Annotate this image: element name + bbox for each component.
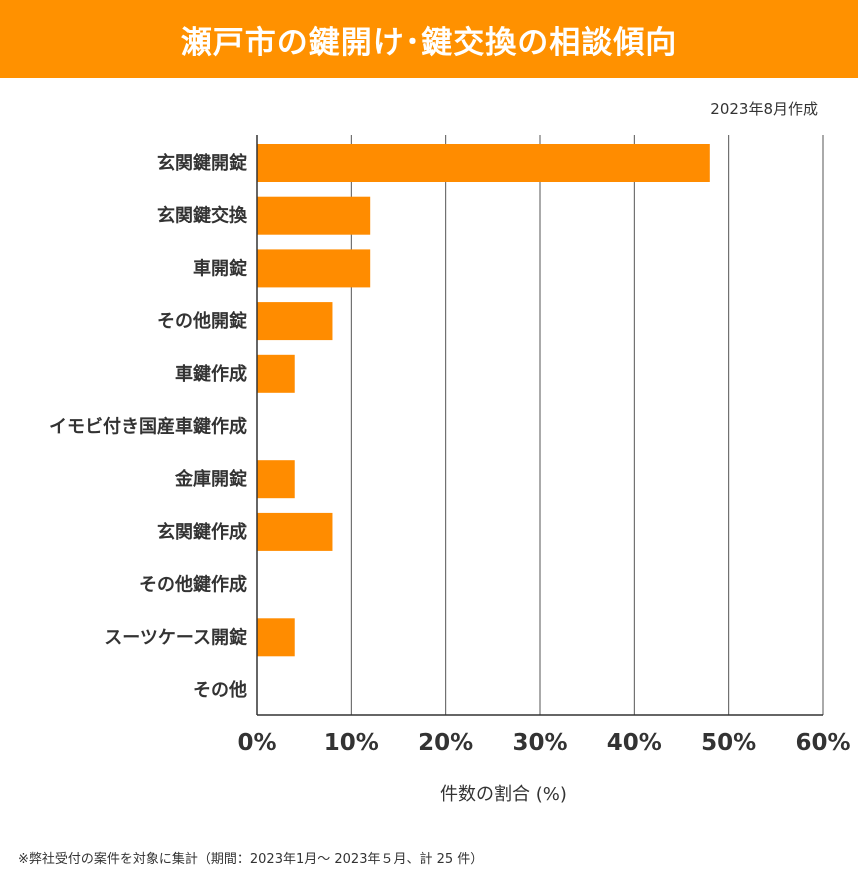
x-tick-label: 0% — [237, 730, 276, 756]
category-label: 玄関鍵開錠 — [157, 152, 247, 174]
bar — [257, 354, 295, 393]
x-tick-label: 30% — [512, 730, 567, 756]
chart-title: 瀬戸市の鍵開け･鍵交換の相談傾向 — [180, 24, 678, 61]
title-banner: 瀬戸市の鍵開け･鍵交換の相談傾向 — [0, 0, 858, 78]
x-axis-label: 件数の割合 (%) — [440, 784, 567, 805]
bar — [257, 512, 333, 551]
category-label: イモビ付き国産車鍵作成 — [49, 416, 247, 438]
bar — [257, 196, 371, 235]
category-label: スーツケース開錠 — [104, 626, 247, 648]
category-label: その他開錠 — [157, 310, 247, 332]
x-tick-label: 40% — [607, 730, 662, 756]
footnote: ※弊社受付の案件を対象に集計（期間：2023年1月～ 2023年５月、計 25 … — [18, 852, 484, 867]
bar — [257, 302, 333, 341]
category-label: 車開錠 — [193, 257, 247, 279]
x-tick-label: 20% — [418, 730, 473, 756]
category-label: その他鍵作成 — [139, 574, 247, 596]
bar — [257, 460, 295, 499]
x-tick-label: 10% — [324, 730, 379, 756]
bar — [257, 144, 710, 182]
category-label: 金庫開錠 — [174, 468, 247, 490]
chart-subtitle: 2023年8月作成 — [710, 100, 818, 118]
category-label: その他 — [193, 679, 247, 701]
category-label: 玄関鍵交換 — [157, 205, 248, 227]
category-label: 車鍵作成 — [175, 363, 247, 385]
category-label: 玄関鍵作成 — [157, 521, 247, 543]
bar — [257, 618, 295, 657]
x-tick-label: 60% — [795, 730, 850, 756]
bar — [257, 249, 371, 288]
x-tick-label: 50% — [701, 730, 756, 756]
